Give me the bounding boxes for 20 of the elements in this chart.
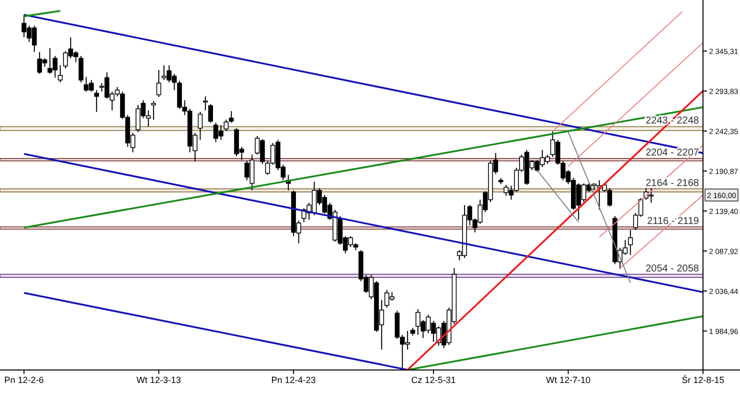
band-label: 2243 - 2248 [646, 116, 700, 127]
x-tick-label: Wt 12-7-10 [546, 375, 590, 385]
band-label: 2054 - 2058 [646, 263, 700, 274]
candlestick [208, 104, 213, 124]
candlestick [58, 64, 63, 83]
candlestick [228, 110, 234, 124]
candlestick [78, 55, 84, 83]
candlestick [628, 229, 633, 256]
x-tick-label: Pn 12-2-6 [4, 375, 44, 385]
candlestick [151, 100, 156, 120]
x-tick-label: Śr 12-8-15 [682, 374, 724, 385]
candlestick [224, 119, 229, 132]
x-tick-label: Cz 12-5-31 [411, 375, 456, 385]
x-tick-label: Wt 12-3-13 [136, 375, 182, 385]
candlestick [203, 96, 208, 111]
candlestick [156, 69, 162, 98]
x-tick-label: Pn 12-4-23 [271, 375, 316, 385]
band-label: 2116 - 2119 [647, 216, 700, 227]
candlestick [198, 111, 203, 140]
candlestick [94, 90, 99, 112]
